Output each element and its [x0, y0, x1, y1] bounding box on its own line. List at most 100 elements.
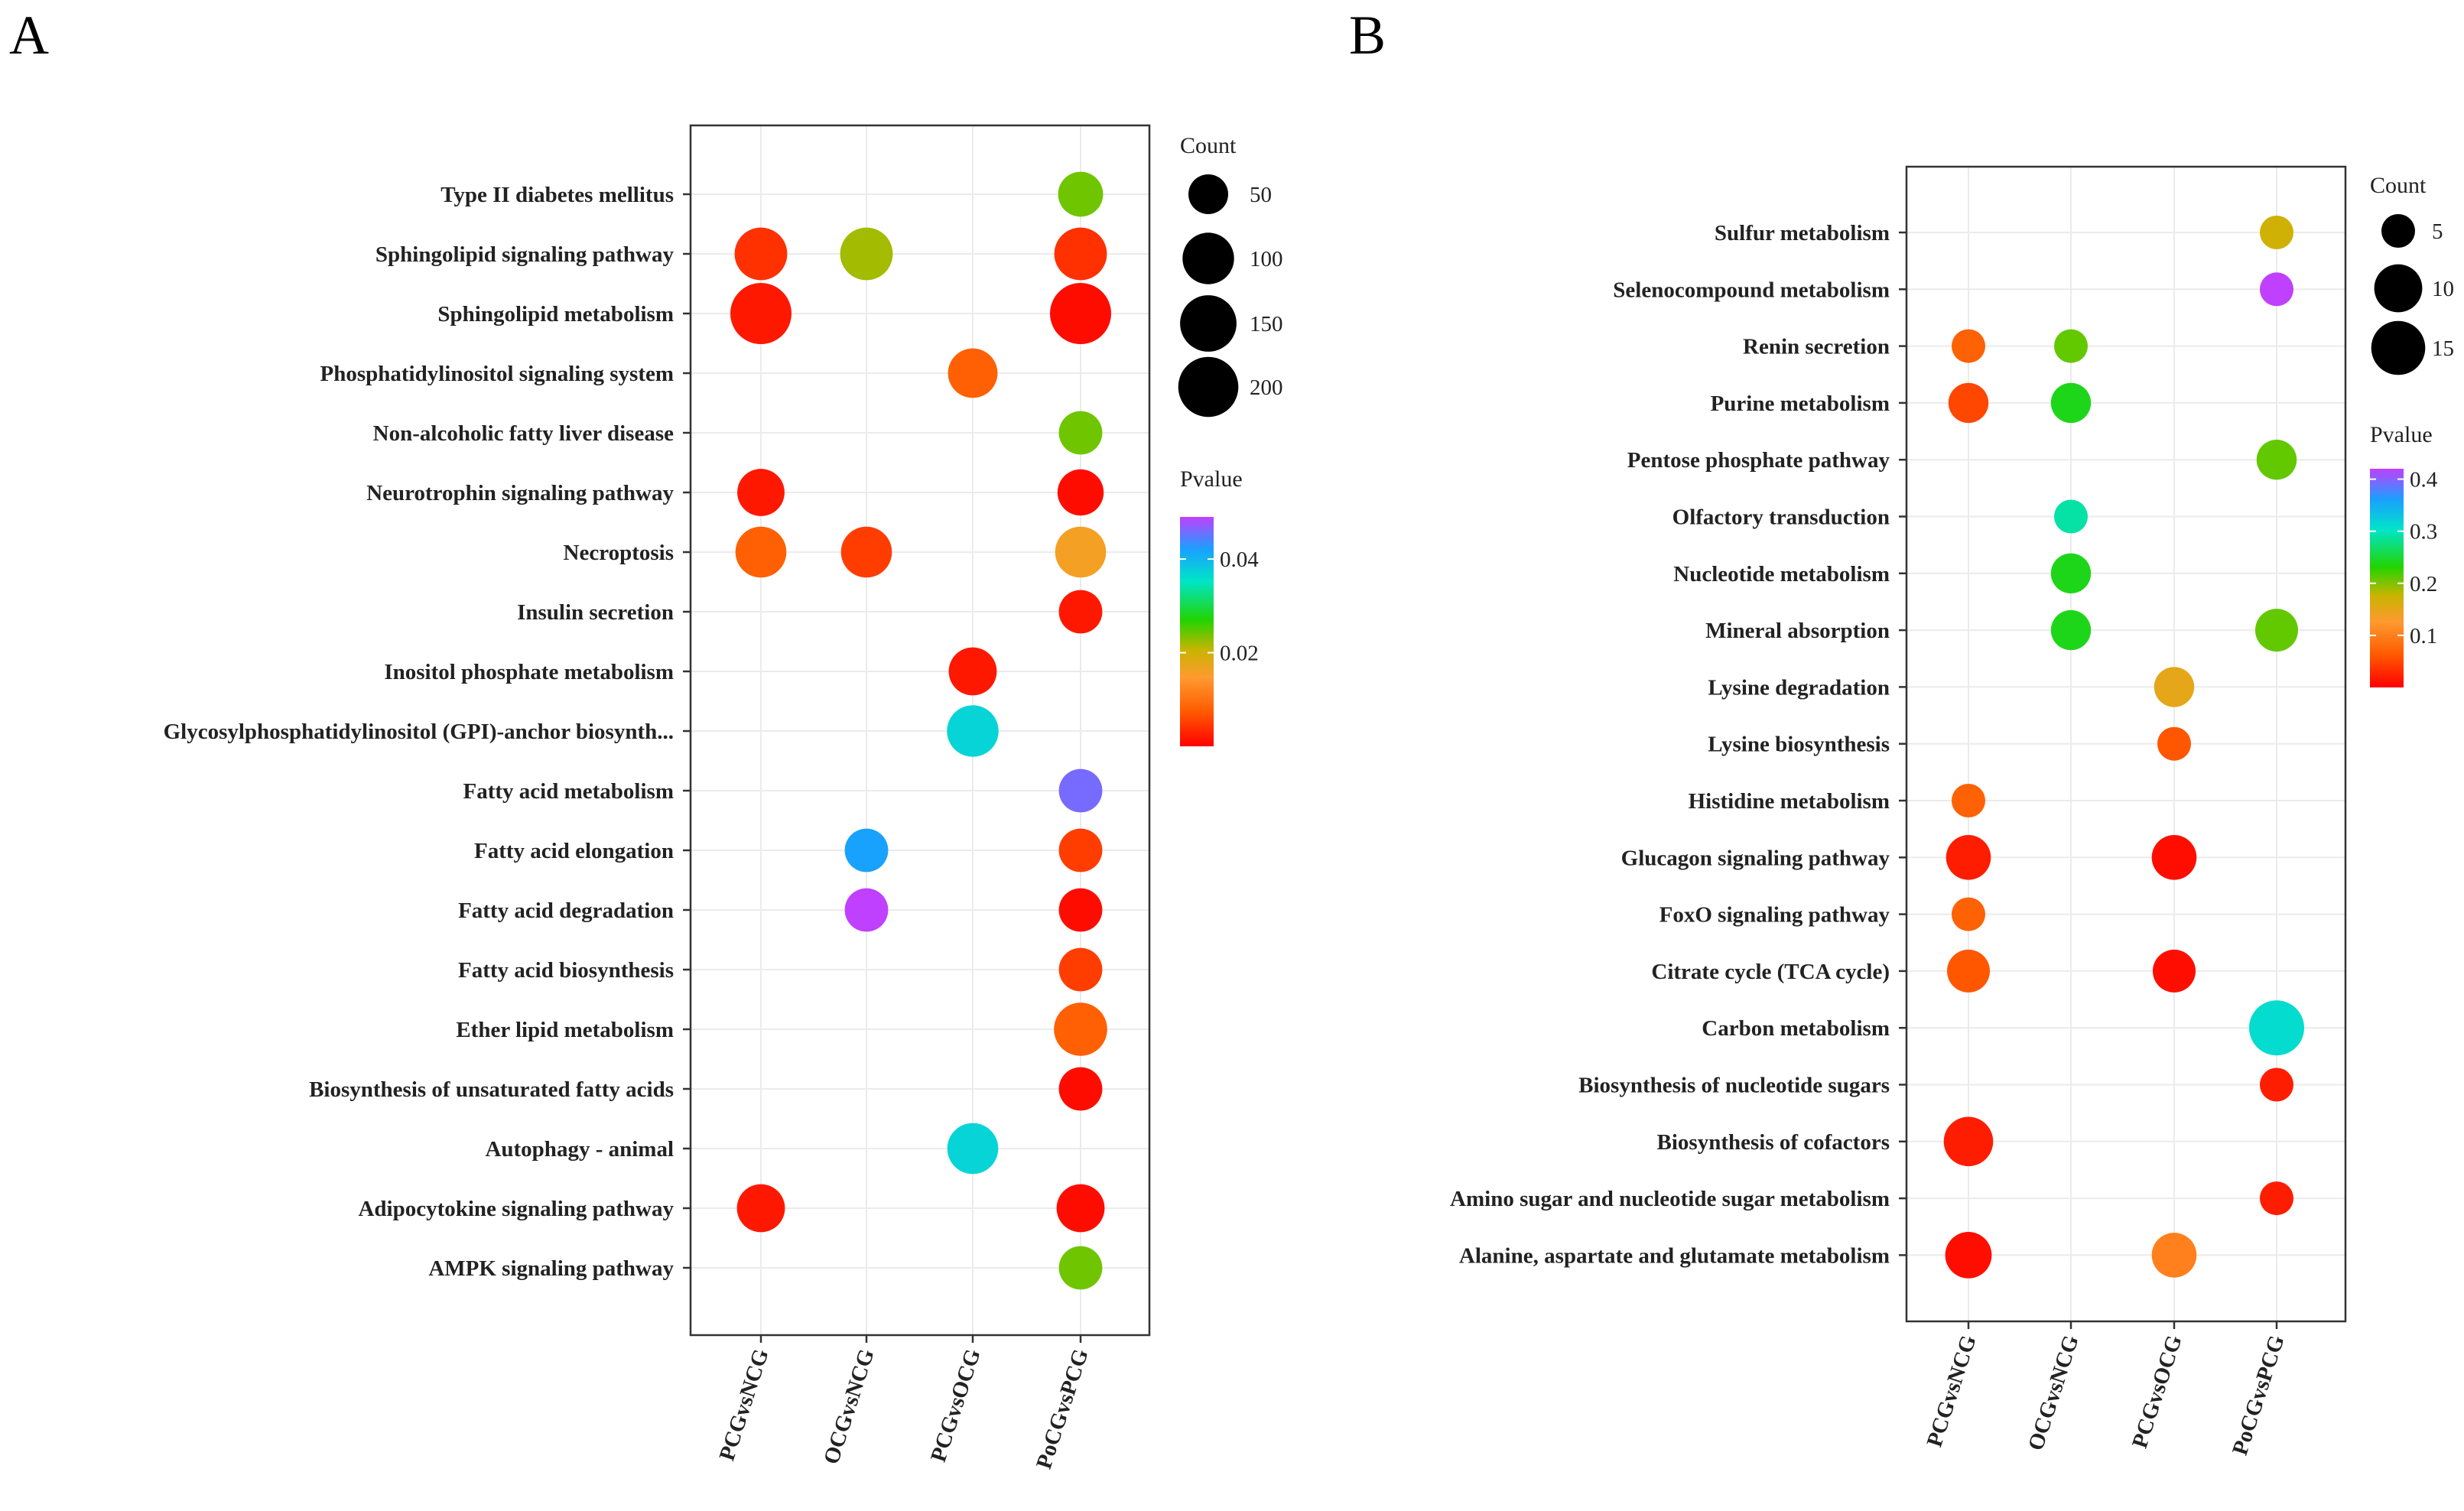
panel-a-ytick-label: Biosynthesis of unsaturated fatty acids [309, 1077, 674, 1102]
panel-b-ytick-label: Nucleotide metabolism [1673, 562, 1890, 587]
panel-a-xtick-label: PoCGvsPCG [1032, 1346, 1094, 1472]
panel-a-bubble [1058, 590, 1103, 634]
panel-a-ytick-label: Adipocytokine signaling pathway [358, 1197, 674, 1221]
panel-b-bubble [2260, 1181, 2293, 1216]
panel-a-bubble [1058, 828, 1103, 872]
panel-b-bubble [2153, 949, 2196, 993]
panel-a-bubble [844, 828, 889, 872]
panel-a-ytick-label: Non-alcoholic fatty liver disease [373, 421, 674, 446]
panel-a-bubble [1056, 1184, 1105, 1233]
panel-b: B Sulfur metabolism Selenocompound metabol… [1349, 5, 2454, 1458]
panel-a-bubble [1054, 227, 1107, 281]
panel-a-bubble [947, 705, 999, 757]
panel-b-ytick-label: Pentose phosphate pathway [1627, 448, 1890, 473]
panel-b-ytick-label: Glucagon signaling pathway [1621, 846, 1890, 870]
panel-b-bubble [2050, 382, 2092, 424]
panel-b-pvalue-tick-label: 0.1 [2410, 624, 2437, 648]
panel-b-bubble [2255, 609, 2298, 652]
panel-a-count-legend-key [1182, 232, 1234, 284]
panel-b-pvalue-tick-label: 0.2 [2410, 572, 2437, 596]
panel-a-bubble [734, 227, 788, 281]
panel-b-count-legend-title: Count [2370, 173, 2427, 198]
panel-a-count-legend-label: 100 [1250, 247, 1283, 271]
panel-a-bubble [947, 1123, 999, 1175]
panel-b-bubble [2151, 835, 2197, 880]
panel-a-ytick-label: Sphingolipid metabolism [437, 302, 674, 327]
panel-a-bubble [1058, 947, 1103, 992]
panel-a-pvalue-tick-label: 0.04 [1220, 548, 1259, 572]
panel-b-xtick-label: PCGvsOCG [2128, 1332, 2187, 1451]
panel-a-ytick-label: Insulin secretion [517, 600, 674, 625]
panel-b-count-legend-key [2374, 264, 2423, 313]
panel-b-pvalue-colorbar [2370, 469, 2404, 687]
panel-a-pvalue-legend-title: Pvalue [1180, 466, 1243, 492]
panel-a-ytick-label: Sphingolipid signaling pathway [375, 242, 675, 267]
panel-b-bubble [2154, 667, 2195, 707]
panel-b-ytick-label: Olfactory transduction [1672, 505, 1890, 530]
panel-b-ytick-label: Biosynthesis of nucleotide sugars [1578, 1074, 1890, 1098]
panel-a-xtick-label: PCGvsNCG [714, 1346, 773, 1464]
panel-a-ytick-label: Fatty acid degradation [458, 898, 674, 923]
panel-a-bubble [1058, 1067, 1103, 1111]
panel-b-xtick-label: PCGvsNCG [1922, 1332, 1981, 1450]
panel-a-bubble [730, 283, 792, 344]
panel-a-pvalue-tick-label: 0.02 [1220, 642, 1259, 666]
panel-b-ytick-label: Biosynthesis of cofactors [1657, 1130, 1890, 1155]
panel-a-count-legend-key [1180, 295, 1237, 352]
panel-b-count-legend-key [2381, 214, 2415, 248]
panel-b-bubble [1945, 1232, 1992, 1279]
panel-b-count-legend-label: 10 [2432, 277, 2454, 301]
panel-a-ytick-label: Necroptosis [564, 541, 674, 565]
panel-b-ytick-label: Selenocompound metabolism [1613, 278, 1890, 302]
panel-a-ytick-label: Fatty acid elongation [474, 839, 674, 863]
panel-b-bubble [2151, 1233, 2197, 1278]
panel-b-bubble [2260, 272, 2293, 307]
panel-a-bubble [948, 348, 998, 398]
panel-b-count-legend-label: 5 [2432, 219, 2443, 244]
panel-b-bubble [2050, 609, 2092, 651]
panel-a-bubble [840, 526, 892, 578]
panel-b-bubble [2256, 440, 2297, 480]
panel-b-bubble [2260, 1067, 2293, 1102]
panel-b-pvalue-legend-title: Pvalue [2370, 422, 2433, 447]
panel-b-bubble [1946, 835, 1991, 880]
panel-a-count-legend-title: Count [1180, 133, 1237, 158]
panel-b-count-legend-key [2371, 320, 2426, 375]
panel-a-ytick-label: Glycosylphosphatidylinositol (GPI)-ancho… [164, 720, 674, 744]
panel-a-bubble [1054, 1002, 1107, 1056]
panel-a-bubble [1058, 768, 1103, 813]
panel-b-letter: B [1349, 5, 1386, 66]
panel-a-bubble [840, 227, 893, 281]
panel-a-bubble [1055, 526, 1107, 578]
panel-b-ytick-label: Citrate cycle (TCA cycle) [1651, 960, 1890, 984]
panel-a-bubble [737, 469, 785, 516]
panel-b-bubble [2054, 499, 2088, 534]
panel-a-ytick-label: Type II diabetes mellitus [440, 183, 674, 207]
panel-b-pvalue-tick-label: 0.4 [2410, 468, 2438, 492]
panel-b-ytick-label: Lysine biosynthesis [1708, 733, 1890, 757]
panel-a: A Type II diabetes mellitus Sphingolipid s… [9, 5, 1283, 1472]
panel-b-ytick-label: Carbon metabolism [1702, 1016, 1890, 1041]
panel-a-count-legend-key [1178, 356, 1239, 418]
panel-b-ytick-label: FoxO signaling pathway [1659, 903, 1890, 928]
panel-b-bubble [2260, 216, 2293, 249]
panel-b-ytick-label: Histidine metabolism [1689, 789, 1890, 814]
panel-a-ytick-label: Fatty acid biosynthesis [458, 958, 674, 983]
panel-b-ytick-label: Sulfur metabolism [1715, 221, 1890, 245]
panel-a-bubble [1058, 171, 1104, 217]
panel-a-pvalue-colorbar [1180, 517, 1214, 746]
panel-a-xtick-label: PCGvsOCG [926, 1346, 986, 1464]
panel-b-count-legend-label: 15 [2432, 336, 2454, 361]
panel-b-bubble [1943, 1116, 1994, 1167]
panel-b-bubble [2157, 726, 2191, 761]
panel-b-bubble [2050, 553, 2092, 593]
panel-b-ytick-label: Purine metabolism [1711, 392, 1890, 416]
panel-b-ytick-label: Mineral absorption [1705, 619, 1890, 643]
panel-b-bubble [1952, 784, 1985, 817]
panel-b-xtick-label: PoCGvsPCG [2228, 1332, 2290, 1458]
panel-a-bubble [736, 1184, 785, 1233]
panel-b-bubble [1947, 949, 1990, 993]
panel-b-ytick-label: Lysine degradation [1708, 675, 1890, 700]
panel-b-pvalue-tick-label: 0.3 [2410, 520, 2437, 544]
